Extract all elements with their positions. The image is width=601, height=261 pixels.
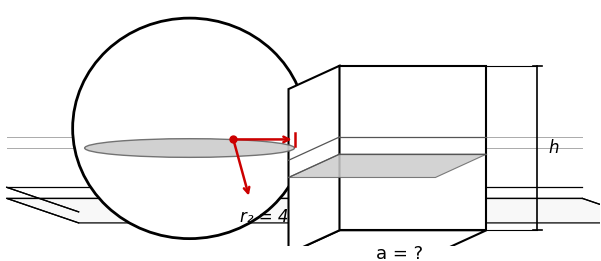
Polygon shape	[340, 66, 486, 230]
Text: h: h	[548, 139, 559, 157]
Ellipse shape	[85, 139, 294, 157]
Text: r₂ = 4: r₂ = 4	[240, 208, 288, 226]
Polygon shape	[288, 66, 340, 254]
Ellipse shape	[73, 18, 307, 239]
Text: a = ?: a = ?	[376, 245, 423, 261]
Polygon shape	[7, 198, 601, 223]
Polygon shape	[288, 154, 486, 177]
Polygon shape	[288, 230, 486, 254]
